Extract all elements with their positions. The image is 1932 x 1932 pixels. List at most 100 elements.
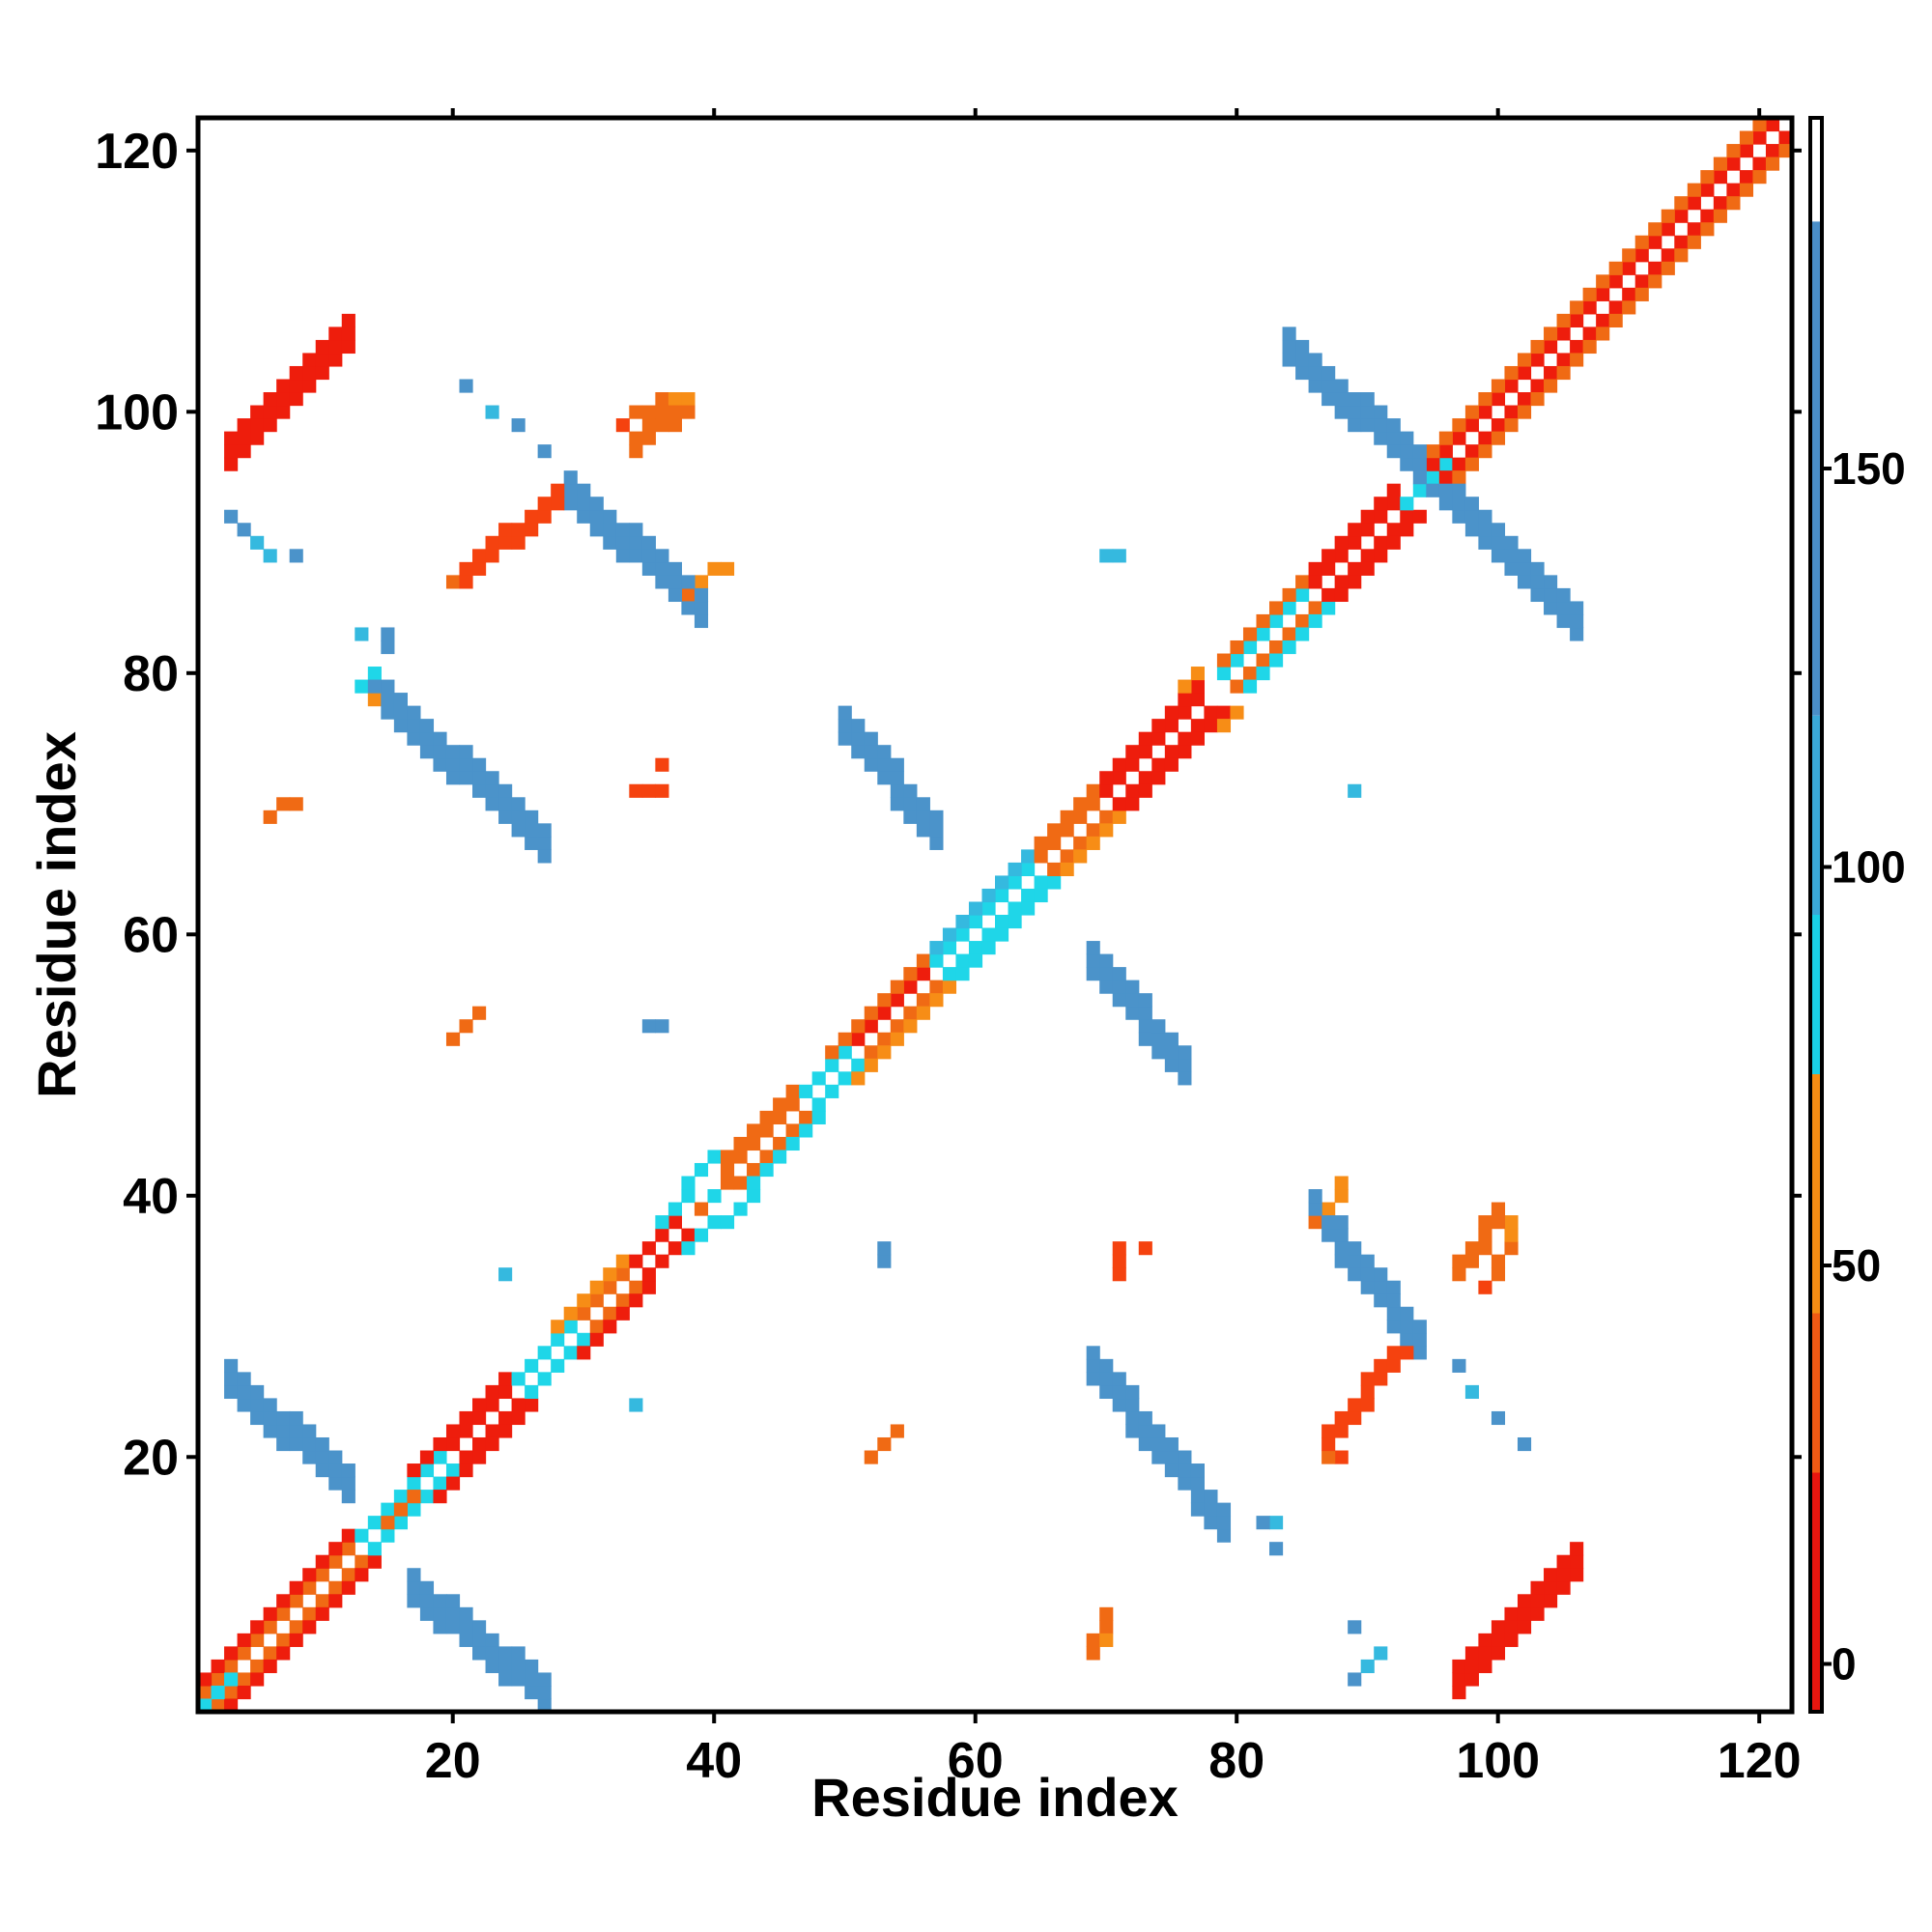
heatmap-cell	[289, 797, 303, 811]
heatmap-cell	[615, 523, 630, 537]
heatmap-cell	[1008, 862, 1022, 877]
heatmap-cell	[968, 941, 983, 955]
heatmap-cell	[445, 757, 461, 772]
heatmap-cell	[838, 1032, 852, 1046]
heatmap-cell	[903, 783, 918, 798]
heatmap-cell	[1348, 1241, 1362, 1256]
heatmap-cell	[1556, 327, 1571, 341]
heatmap-cell	[1648, 222, 1662, 237]
heatmap-cell	[1504, 1633, 1519, 1647]
heatmap-cell	[1634, 274, 1649, 289]
heatmap-cell	[276, 1436, 291, 1452]
heatmap-cell	[1125, 1006, 1140, 1020]
heatmap-cell	[1008, 875, 1022, 890]
heatmap-cell	[341, 1542, 355, 1556]
heatmap-cell	[367, 667, 382, 681]
heatmap-cell	[1491, 431, 1506, 445]
heatmap-cell	[1765, 118, 1780, 132]
heatmap-cell	[1478, 523, 1492, 537]
heatmap-cell	[472, 1633, 487, 1647]
heatmap-cell	[1125, 1384, 1140, 1400]
heatmap-cell	[537, 823, 552, 838]
heatmap-cell	[1374, 418, 1388, 433]
heatmap-cell	[485, 535, 499, 550]
heatmap-cell	[694, 601, 709, 615]
heatmap-cell	[1321, 1450, 1336, 1464]
heatmap-cell	[563, 497, 578, 511]
heatmap-cell	[629, 535, 643, 550]
heatmap-cell	[1648, 261, 1662, 275]
heatmap-cell	[629, 405, 643, 419]
heatmap-cell	[224, 1646, 239, 1661]
heatmap-cell	[1060, 823, 1074, 838]
heatmap-cell	[1190, 693, 1205, 707]
heatmap-cell	[1348, 523, 1362, 537]
heatmap-cell	[1464, 1659, 1480, 1674]
heatmap-cell	[445, 1463, 461, 1478]
heatmap-cell	[1138, 731, 1152, 746]
heatmap-cell	[1138, 1019, 1152, 1034]
heatmap-cell	[851, 731, 866, 746]
heatmap-cell	[759, 1123, 774, 1138]
heatmap-cell	[1713, 209, 1727, 223]
heatmap-cell	[655, 392, 669, 407]
heatmap-cell	[1412, 509, 1427, 524]
heatmap-cell	[1374, 1646, 1388, 1661]
heatmap-cell	[1282, 353, 1296, 367]
heatmap-cell	[799, 1123, 813, 1138]
heatmap-cell	[419, 1490, 435, 1504]
heatmap-cell	[1164, 719, 1179, 733]
heatmap-cell	[302, 1580, 317, 1595]
heatmap-cell	[747, 1189, 761, 1204]
heatmap-cell	[916, 797, 930, 811]
heatmap-cell	[381, 705, 395, 720]
colorbar-tick-label: 100	[1832, 842, 1906, 893]
heatmap-cell	[1452, 1685, 1466, 1700]
heatmap-cell	[224, 1659, 239, 1674]
heatmap-cell	[1047, 836, 1062, 850]
heatmap-cell	[694, 575, 709, 589]
heatmap-cell	[1478, 392, 1492, 407]
heatmap-cell	[1308, 601, 1322, 615]
heatmap-cell	[1491, 1620, 1506, 1634]
heatmap-cell	[577, 509, 591, 524]
heatmap-cell	[838, 1045, 852, 1060]
heatmap-cell	[525, 1659, 539, 1674]
heatmap-cell	[1634, 248, 1649, 263]
heatmap-cell	[1491, 1267, 1506, 1282]
heatmap-cell	[302, 1436, 317, 1452]
heatmap-cell	[1517, 1620, 1532, 1634]
heatmap-cell	[785, 1084, 800, 1098]
heatmap-cell	[1216, 1502, 1232, 1517]
heatmap-cell	[641, 783, 656, 798]
heatmap-cell	[1386, 1306, 1401, 1321]
heatmap-cell	[315, 1436, 329, 1452]
heatmap-cell	[1464, 1672, 1480, 1687]
heatmap-cell	[537, 444, 552, 459]
heatmap-cell	[916, 823, 930, 838]
heatmap-cell	[328, 1542, 343, 1556]
heatmap-cell	[485, 405, 499, 419]
heatmap-cell	[603, 509, 617, 524]
heatmap-cell	[1125, 1398, 1140, 1412]
heatmap-cell	[289, 379, 303, 393]
heatmap-cell	[250, 418, 265, 433]
heatmap-cell	[1491, 379, 1506, 393]
heatmap-cell	[1334, 405, 1349, 419]
heatmap-cell	[302, 1606, 317, 1621]
heatmap-cell	[1360, 405, 1375, 419]
heatmap-cell	[237, 444, 251, 459]
heatmap-cell	[1295, 575, 1310, 589]
heatmap-cell	[1530, 1606, 1545, 1621]
heatmap-cell	[1464, 1384, 1480, 1400]
heatmap-cell	[250, 1672, 265, 1687]
heatmap-cell	[459, 1410, 473, 1426]
heatmap-cell	[1282, 339, 1296, 355]
heatmap-cell	[1086, 1372, 1100, 1386]
heatmap-cell	[1374, 431, 1388, 445]
heatmap-cell	[1386, 523, 1401, 537]
heatmap-cell	[864, 731, 878, 746]
heatmap-cell	[1099, 771, 1114, 785]
heatmap-cell	[1582, 327, 1597, 341]
heatmap-cell	[1452, 470, 1466, 485]
